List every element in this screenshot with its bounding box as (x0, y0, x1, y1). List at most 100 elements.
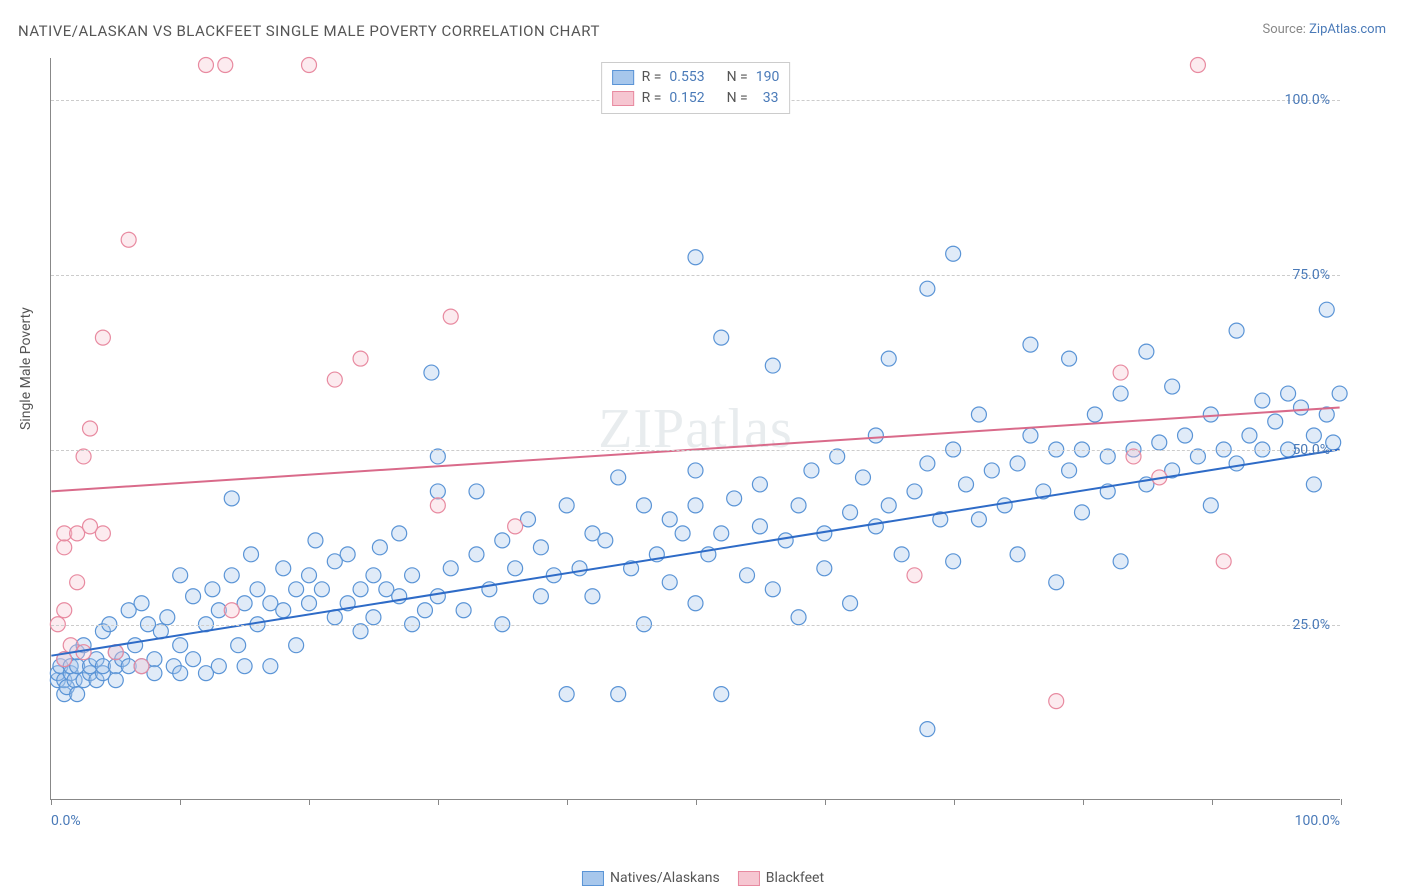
scatter-point-natives (1165, 379, 1180, 394)
legend-label: Blackfeet (766, 870, 824, 886)
scatter-point-natives (1190, 449, 1205, 464)
scatter-point-blackfeet (70, 575, 85, 590)
scatter-point-natives (740, 568, 755, 583)
scatter-point-natives (1178, 428, 1193, 443)
r-label: R = (642, 88, 662, 109)
scatter-point-natives (231, 638, 246, 653)
n-label: N = (727, 67, 748, 88)
scatter-point-natives (1113, 386, 1128, 401)
legend-item-natives: Natives/Alaskans (582, 870, 720, 886)
scatter-point-natives (598, 533, 613, 548)
scatter-point-natives (533, 589, 548, 604)
scatter-point-natives (244, 547, 259, 562)
legend-item-blackfeet: Blackfeet (738, 870, 824, 886)
x-tick (1212, 799, 1213, 805)
x-tick (567, 799, 568, 805)
scatter-point-natives (920, 456, 935, 471)
scatter-point-natives (1306, 477, 1321, 492)
chart-title: NATIVE/ALASKAN VS BLACKFEET SINGLE MALE … (18, 22, 600, 40)
scatter-point-natives (456, 603, 471, 618)
scatter-point-natives (186, 652, 201, 667)
scatter-point-natives (585, 589, 600, 604)
scatter-point-natives (843, 596, 858, 611)
scatter-point-natives (353, 582, 368, 597)
scatter-point-natives (688, 250, 703, 265)
gridline (51, 625, 1340, 626)
scatter-point-natives (920, 722, 935, 737)
scatter-point-natives (128, 638, 143, 653)
legend-swatch-icon (738, 871, 760, 886)
legend-label: Natives/Alaskans (610, 870, 720, 886)
scatter-point-natives (1242, 428, 1257, 443)
x-tick (180, 799, 181, 805)
source-link[interactable]: ZipAtlas.com (1309, 22, 1386, 37)
scatter-point-natives (134, 596, 149, 611)
legend-swatch-blackfeet (612, 91, 634, 106)
plot-area: ZIPatlas R = 0.553 N = 190 R = 0.152 N =… (50, 58, 1340, 800)
scatter-point-natives (533, 540, 548, 555)
r-value-blackfeet: 0.152 (669, 88, 704, 109)
scatter-point-natives (752, 477, 767, 492)
series-legend: Natives/Alaskans Blackfeet (582, 870, 824, 886)
scatter-point-natives (1255, 393, 1270, 408)
n-label: N = (727, 88, 748, 109)
scatter-point-natives (611, 687, 626, 702)
scatter-point-blackfeet (57, 540, 72, 555)
scatter-point-natives (1203, 407, 1218, 422)
scatter-point-natives (662, 575, 677, 590)
legend-row-natives: R = 0.553 N = 190 (612, 67, 780, 88)
scatter-point-natives (1306, 428, 1321, 443)
x-tick (1341, 799, 1342, 805)
scatter-point-natives (308, 533, 323, 548)
scatter-point-natives (1023, 428, 1038, 443)
scatter-point-natives (636, 498, 651, 513)
scatter-point-natives (830, 449, 845, 464)
x-tick-label: 0.0% (51, 813, 81, 829)
scatter-point-natives (289, 638, 304, 653)
x-tick (825, 799, 826, 805)
scatter-point-blackfeet (508, 519, 523, 534)
scatter-point-natives (1152, 435, 1167, 450)
scatter-point-natives (894, 547, 909, 562)
scatter-point-natives (804, 463, 819, 478)
x-tick (1083, 799, 1084, 805)
scatter-point-natives (817, 561, 832, 576)
scatter-point-natives (1074, 505, 1089, 520)
source-attribution: Source: ZipAtlas.com (1262, 22, 1386, 37)
scatter-point-natives (1062, 463, 1077, 478)
legend-swatch-natives (612, 70, 634, 85)
y-tick-label: 100.0% (1285, 92, 1330, 108)
scatter-point-natives (1229, 323, 1244, 338)
scatter-point-natives (1281, 386, 1296, 401)
scatter-point-natives (1203, 498, 1218, 513)
scatter-point-natives (778, 533, 793, 548)
scatter-point-natives (495, 533, 510, 548)
scatter-point-blackfeet (134, 659, 149, 674)
scatter-point-natives (765, 582, 780, 597)
scatter-point-natives (688, 596, 703, 611)
scatter-point-blackfeet (57, 603, 72, 618)
y-axis-label: Single Male Poverty (18, 307, 34, 430)
scatter-point-natives (289, 582, 304, 597)
scatter-point-natives (314, 582, 329, 597)
scatter-point-blackfeet (95, 526, 110, 541)
scatter-point-blackfeet (121, 232, 136, 247)
scatter-point-natives (340, 547, 355, 562)
scatter-point-natives (263, 659, 278, 674)
scatter-point-natives (920, 281, 935, 296)
scatter-point-blackfeet (1190, 58, 1205, 73)
scatter-point-natives (984, 463, 999, 478)
x-tick (696, 799, 697, 805)
scatter-point-natives (1229, 456, 1244, 471)
scatter-point-natives (611, 470, 626, 485)
scatter-point-blackfeet (1126, 449, 1141, 464)
y-tick-label: 25.0% (1292, 617, 1330, 633)
gridline (51, 275, 1340, 276)
scatter-point-blackfeet (430, 498, 445, 513)
scatter-point-natives (1010, 547, 1025, 562)
scatter-point-natives (675, 526, 690, 541)
n-value-blackfeet: 33 (756, 88, 779, 109)
scatter-point-natives (366, 610, 381, 625)
scatter-point-natives (173, 568, 188, 583)
scatter-point-natives (211, 659, 226, 674)
